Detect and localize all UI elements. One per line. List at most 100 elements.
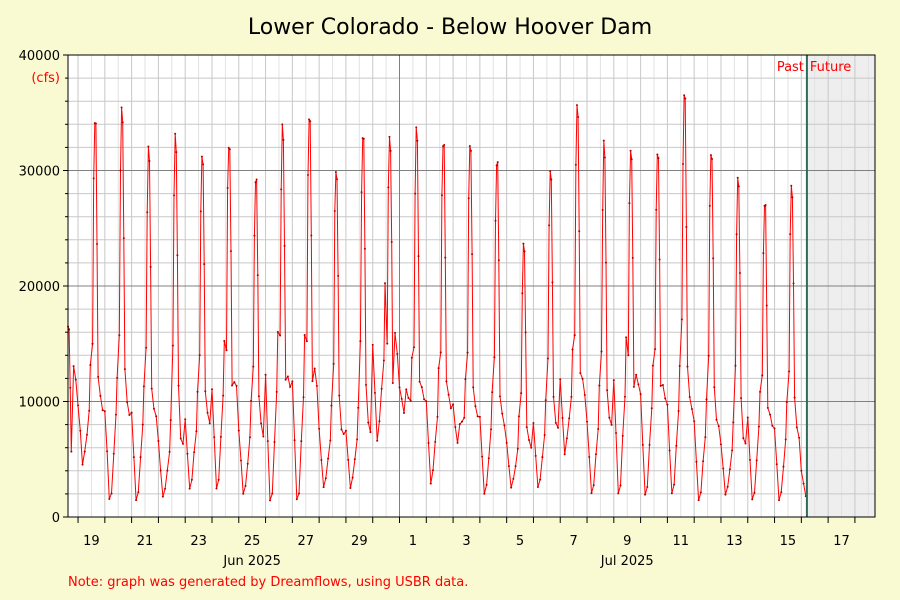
data-source-note: Note: graph was generated by Dreamflows,…: [68, 575, 468, 590]
flow-data-point: [254, 181, 257, 184]
flow-data-point: [619, 484, 622, 487]
flow-data-point: [688, 395, 691, 398]
flow-data-point: [765, 304, 768, 307]
x-tick-label: 13: [726, 534, 743, 549]
flow-data-point: [449, 407, 452, 410]
flow-data-point: [231, 384, 234, 387]
flow-data-point: [85, 433, 88, 436]
flow-data-point: [313, 367, 316, 370]
flow-data-point: [120, 106, 123, 109]
flow-data-point: [137, 491, 140, 494]
flow-data-point: [128, 413, 131, 416]
flow-data-point: [266, 440, 269, 443]
flow-data-point: [409, 399, 412, 402]
flow-data-point: [342, 433, 345, 436]
flow-data-point: [588, 455, 591, 458]
flow-data-point: [734, 364, 737, 367]
flow-data-point: [549, 170, 552, 173]
flow-data-point: [707, 354, 710, 357]
flow-data-point: [166, 469, 169, 472]
flow-data-point: [371, 343, 374, 346]
flow-data-point: [327, 457, 330, 460]
flow-data-point: [521, 292, 524, 295]
flow-data-point: [724, 493, 727, 496]
flow-data-point: [695, 460, 698, 463]
flow-data-point: [168, 450, 171, 453]
flow-data-point: [452, 403, 455, 406]
flow-data-point: [141, 423, 144, 426]
flow-data-point: [737, 185, 740, 188]
flow-data-point: [97, 375, 100, 378]
flow-data-point: [594, 453, 597, 456]
flow-data-point: [281, 123, 284, 126]
flow-data-point: [101, 409, 104, 412]
flow-data-point: [693, 420, 696, 423]
flow-data-point: [798, 436, 801, 439]
flow-data-point: [382, 359, 385, 362]
flow-data-point: [474, 405, 477, 408]
flow-data-point: [732, 421, 735, 424]
flow-data-point: [425, 400, 428, 403]
flow-data-point: [443, 143, 446, 146]
flow-data-point: [668, 449, 671, 452]
flow-data-point: [490, 428, 493, 431]
flow-data-point: [159, 469, 162, 472]
flow-data-point: [275, 390, 278, 393]
flow-data-point: [334, 170, 337, 173]
flow-data-point: [386, 342, 389, 345]
flow-data-point: [293, 439, 296, 442]
flow-data-point: [447, 393, 450, 396]
flow-data-point: [92, 177, 95, 180]
flow-data-point: [498, 395, 501, 398]
flow-data-point: [407, 396, 410, 399]
flow-data-point: [726, 485, 729, 488]
flow-data-point: [664, 397, 667, 400]
flow-data-point: [264, 373, 267, 376]
flow-data-point: [546, 357, 549, 360]
flow-data-point: [757, 425, 760, 428]
flow-data-point: [118, 334, 121, 337]
flow-data-point: [351, 476, 354, 479]
flow-data-point: [88, 409, 91, 412]
flow-data-point: [463, 416, 466, 419]
flow-data-point: [303, 334, 306, 337]
flow-data-point: [697, 499, 700, 502]
flow-data-point: [418, 380, 421, 383]
flow-data-point: [410, 356, 413, 359]
flow-data-point: [427, 442, 430, 445]
flow-data-point: [590, 492, 593, 495]
flow-data-point: [467, 197, 470, 200]
flow-data-point: [108, 498, 111, 501]
flow-data-point: [330, 404, 333, 407]
flow-data-point: [608, 416, 611, 419]
flow-data-point: [600, 350, 603, 353]
flow-data-point: [240, 459, 243, 462]
x-tick-label: 17: [833, 534, 850, 549]
flow-data-point: [705, 398, 708, 401]
flow-data-point: [563, 453, 566, 456]
flow-data-point: [769, 413, 772, 416]
flow-data-point: [651, 364, 654, 367]
flow-data-point: [145, 346, 148, 349]
flow-data-point: [487, 457, 490, 460]
flow-data-point: [437, 367, 440, 370]
flow-data-point: [632, 385, 635, 388]
flow-data-point: [171, 344, 174, 347]
flow-data-point: [746, 416, 749, 419]
flow-data-point: [196, 390, 199, 393]
flow-data-point: [711, 158, 714, 161]
flow-data-point: [373, 391, 376, 394]
flow-data-point: [146, 211, 149, 214]
flow-data-point: [396, 352, 399, 355]
y-tick-label: 20000: [19, 280, 60, 295]
flow-data-point: [503, 424, 506, 427]
flow-data-point: [454, 425, 457, 428]
flow-data-point: [635, 373, 638, 376]
flow-data-point: [539, 478, 542, 481]
flow-data-point: [89, 363, 92, 366]
x-tick-label: 27: [297, 534, 314, 549]
flow-data-point: [149, 265, 152, 268]
flow-data-point: [199, 210, 202, 213]
flow-data-point: [778, 499, 781, 502]
